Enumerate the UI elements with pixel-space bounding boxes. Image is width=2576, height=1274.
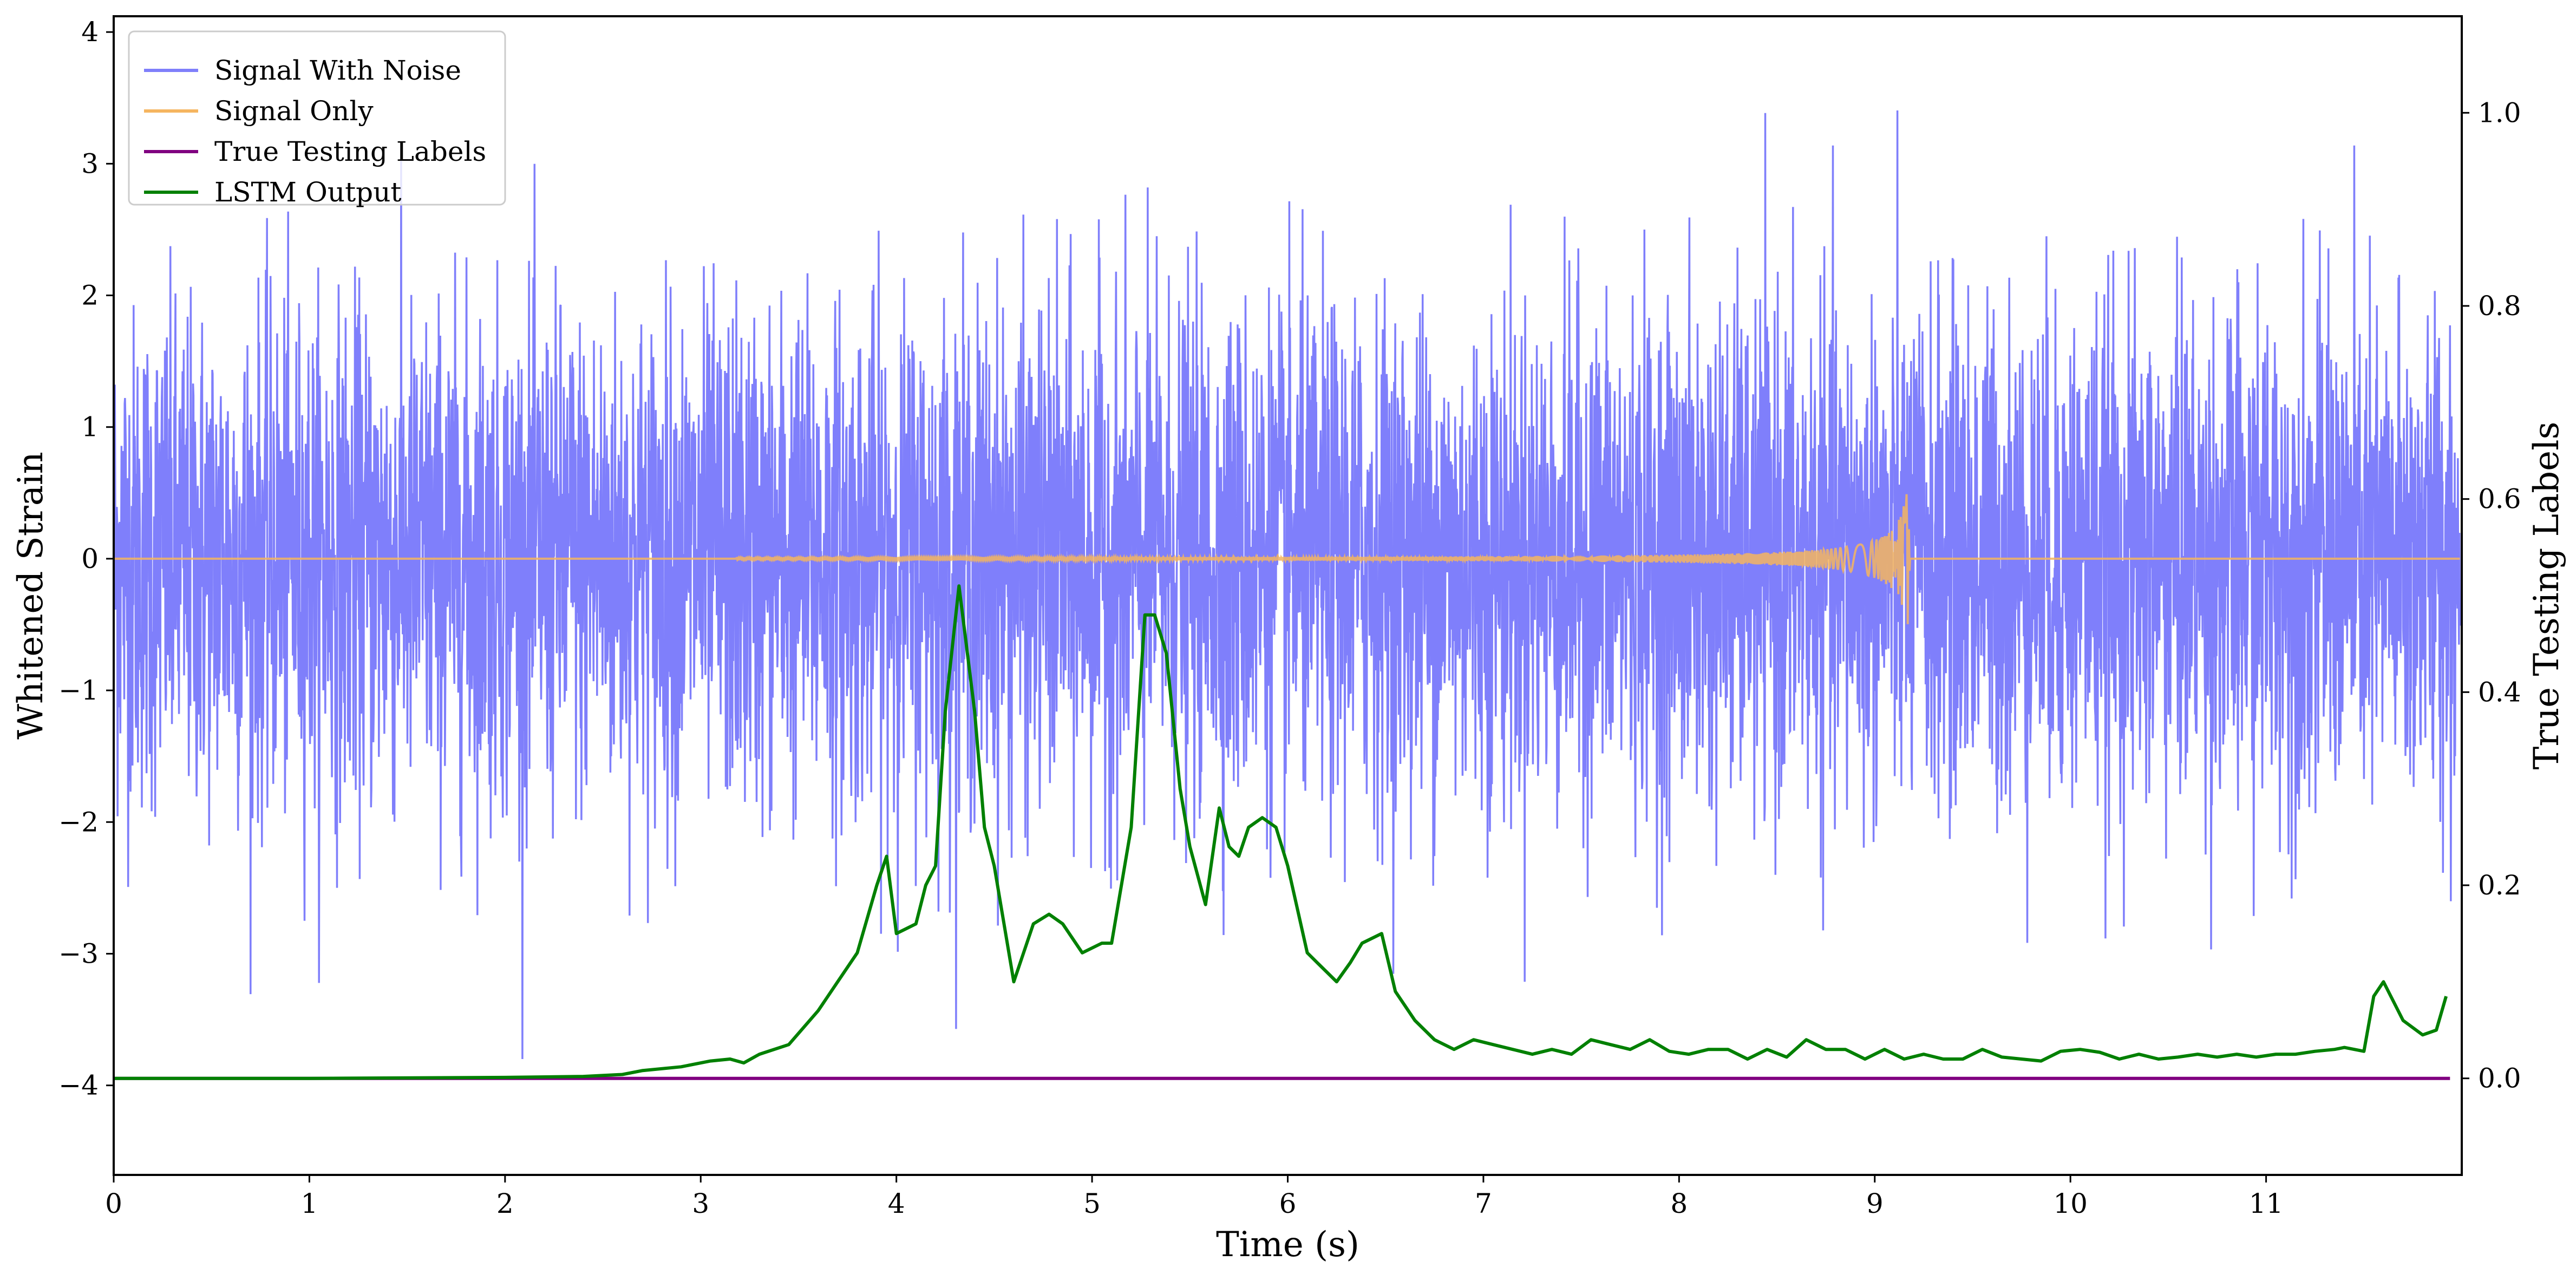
right-axis-label: True Testing Labels bbox=[2527, 422, 2567, 770]
y-tick-label: 4 bbox=[81, 16, 99, 48]
right-axis-ticks: 0.0 0.2 0.4 0.6 0.8 1.0 bbox=[2462, 97, 2521, 1094]
legend-label-signal-with-noise: Signal With Noise bbox=[214, 55, 461, 86]
right-tick-label: 0.0 bbox=[2478, 1063, 2521, 1094]
y-tick-label: −4 bbox=[58, 1070, 99, 1101]
x-tick-label: 5 bbox=[1083, 1188, 1101, 1219]
y-tick-label: 1 bbox=[81, 411, 99, 443]
signal-with-noise-line bbox=[113, 110, 2461, 1060]
right-tick-label: 0.2 bbox=[2478, 870, 2521, 901]
lstm-output-series bbox=[114, 584, 2448, 1080]
legend-entry-lstm-output: LSTM Output bbox=[144, 177, 401, 208]
y-tick-label: −3 bbox=[58, 938, 99, 969]
legend-entry-signal-with-noise: Signal With Noise bbox=[144, 55, 461, 86]
x-tick-label: 0 bbox=[105, 1188, 122, 1219]
signal-only-line bbox=[114, 494, 2460, 624]
y-tick-label: 0 bbox=[81, 543, 99, 574]
x-tick-label: 8 bbox=[1670, 1188, 1688, 1219]
x-tick-label: 10 bbox=[2053, 1188, 2088, 1219]
x-tick-label: 6 bbox=[1279, 1188, 1297, 1219]
y-axis-label: Whitened Strain bbox=[11, 452, 51, 739]
x-tick-label: 3 bbox=[692, 1188, 709, 1219]
y-tick-label: 2 bbox=[81, 280, 99, 311]
legend: Signal With Noise Signal Only True Testi… bbox=[128, 30, 506, 208]
legend-label-lstm-output: LSTM Output bbox=[214, 177, 401, 208]
signal-with-noise-series bbox=[113, 110, 2461, 1060]
y-axis-ticks: −4 −3 −2 −1 0 1 2 3 4 bbox=[58, 16, 114, 1101]
y-tick-label: 3 bbox=[81, 148, 99, 179]
lstm-output-line bbox=[114, 584, 2448, 1080]
legend-label-signal-only: Signal Only bbox=[214, 95, 374, 127]
y-tick-label: −1 bbox=[58, 675, 99, 706]
y-tick-label: −2 bbox=[58, 806, 99, 838]
legend-entry-true-testing-labels: True Testing Labels bbox=[144, 136, 486, 167]
x-tick-label: 11 bbox=[2249, 1188, 2284, 1219]
right-tick-label: 0.8 bbox=[2478, 290, 2521, 322]
x-tick-label: 4 bbox=[888, 1188, 905, 1219]
x-tick-label: 1 bbox=[301, 1188, 318, 1219]
x-axis-label: Time (s) bbox=[1216, 1225, 1359, 1265]
x-tick-label: 9 bbox=[1866, 1188, 1884, 1219]
signal-only-series bbox=[114, 494, 2460, 624]
x-tick-label: 2 bbox=[496, 1188, 514, 1219]
legend-label-true-testing-labels: True Testing Labels bbox=[214, 136, 486, 167]
legend-box bbox=[128, 30, 506, 206]
x-tick-label: 7 bbox=[1475, 1188, 1492, 1219]
right-tick-label: 0.4 bbox=[2478, 676, 2521, 708]
right-tick-label: 1.0 bbox=[2478, 97, 2521, 128]
right-tick-label: 0.6 bbox=[2478, 484, 2521, 515]
x-axis-ticks: 0 1 2 3 4 5 6 7 8 9 10 11 bbox=[105, 1175, 2283, 1219]
legend-entry-signal-only: Signal Only bbox=[144, 95, 374, 127]
